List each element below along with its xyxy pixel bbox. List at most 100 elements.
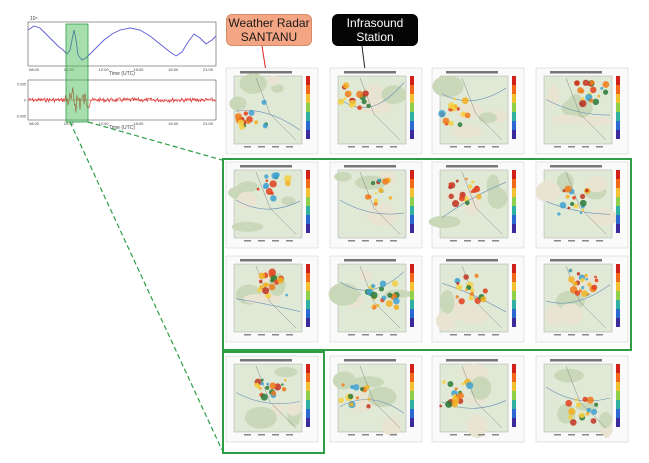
axis-tick-mark [376,240,383,242]
colorbar-segment [616,309,620,318]
axis-tick-mark [568,434,575,436]
radar-map-panel [431,255,525,343]
colorbar-segment [512,103,516,112]
reflectivity-cell [572,281,578,287]
colorbar-segment [306,282,310,291]
reflectivity-cell [277,277,284,284]
colorbar-segment [306,130,310,139]
axis-tick-mark [554,334,561,336]
axis-tick-mark [376,434,383,436]
axis-tick-mark [450,240,457,242]
reflectivity-cell [452,200,460,208]
reflectivity-cell [263,282,268,288]
colorbar-segment [306,309,310,318]
reflectivity-cell [568,276,575,283]
river-line [441,181,507,219]
reflectivity-cell [594,278,599,283]
reflectivity-cell [258,279,263,284]
reflectivity-cell [464,200,470,206]
colorbar-segment [616,224,620,233]
infrasound-callout-line1: Infrasound [346,16,404,30]
colorbar-segment [616,391,620,400]
radar-map-panel [329,67,423,155]
axis-tick-mark [348,434,355,436]
colorbar-segment [616,364,620,373]
terrain-patch [239,73,267,94]
colorbar-segment [306,103,310,112]
axis-tick-mark [390,334,397,336]
reflectivity-cell [448,102,455,110]
panel-title-mark [344,259,396,262]
reflectivity-cell [582,396,588,403]
reflectivity-cell [447,381,454,388]
reflectivity-cell [461,97,469,105]
colorbar-segment [306,188,310,197]
colorbar-segment [616,188,620,197]
colorbar-segment [616,291,620,300]
colorbar-segment [410,409,414,418]
axis-tick-mark [596,240,603,242]
time-highlight-band [65,23,89,123]
colorbar-segment [410,197,414,206]
reflectivity-cell [579,99,587,108]
colorbar-segment [512,94,516,103]
road-line [565,171,607,235]
reflectivity-cell [557,212,561,216]
axis-tick-mark [244,334,251,336]
reflectivity-cell [600,86,604,90]
colorbar-segment [306,76,310,85]
colorbar-segment [616,179,620,188]
axis-tick-mark [258,146,265,148]
reflectivity-cell [393,304,400,311]
reflectivity-cell [378,286,385,292]
reflectivity-cell [268,268,277,277]
axis-tick-mark [464,240,471,242]
colorbar-segment [616,282,620,291]
radar-map-panel [428,161,525,249]
zoom-dashed-line-upper [87,121,223,161]
panel-title-mark [344,71,396,74]
radar-map-panel [225,255,319,343]
x-tick-label: 18:00 [168,121,179,126]
reflectivity-cell [470,190,474,194]
colorbar-segment [410,309,414,318]
colorbar-segment [410,94,414,103]
axis-tick-mark [272,240,279,242]
reflectivity-cell [448,120,454,126]
terrain-patch [459,308,490,325]
reflectivity-cell [270,278,274,283]
reflectivity-cell [576,272,581,276]
colorbar-segment [306,264,310,273]
reflectivity-cell [260,378,264,382]
reflectivity-cell [591,408,598,415]
reflectivity-cell [352,384,360,391]
colorbar-segment [512,400,516,409]
colorbar-segment [306,409,310,418]
colorbar-segment [306,85,310,94]
reflectivity-cell [564,185,572,193]
infrasound-station-callout: Infrasound Station [332,14,418,46]
axis-tick-mark [450,146,457,148]
colorbar-segment [616,76,620,85]
colorbar-segment [410,264,414,273]
terrain-patch [584,176,608,193]
reflectivity-cell [471,180,475,184]
infrasound-x-label: Time (UTC) [109,125,135,131]
reflectivity-cell [581,97,585,101]
colorbar-segment [410,282,414,291]
colorbar-segment [306,273,310,282]
colorbar-segment [616,130,620,139]
reflectivity-cell [248,109,255,116]
reflectivity-cell [238,123,245,130]
reflectivity-cell [448,193,454,200]
reflectivity-cell [374,191,377,195]
x-tick-label: 10:00 [64,67,75,72]
reflectivity-cell [592,98,600,106]
pressure-curve [27,25,217,61]
panel-title-mark [446,165,498,168]
colorbar-segment [410,179,414,188]
reflectivity-cell [377,178,381,183]
colorbar-segment [616,300,620,309]
reflectivity-cell [263,184,268,189]
reflectivity-cell [570,201,575,207]
